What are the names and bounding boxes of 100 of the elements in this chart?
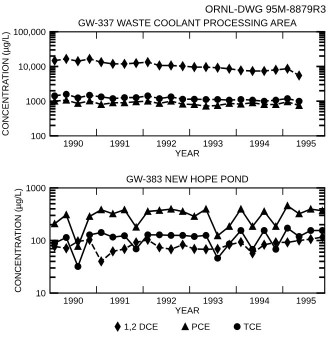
point: [121, 59, 128, 68]
x-axis-title: YEAR: [175, 150, 200, 156]
x-tick-label: 1991: [110, 297, 130, 304]
x-tick-label: 1992: [157, 297, 176, 304]
x-tick-label: 1990: [64, 140, 83, 147]
point: [156, 95, 163, 102]
legend-label: 1,2 DCE: [124, 323, 158, 331]
point: [156, 206, 163, 214]
point: [226, 96, 233, 104]
point: [284, 95, 291, 102]
point: [260, 227, 268, 234]
x-tick-label: 1994: [250, 140, 270, 147]
point: [202, 244, 210, 254]
y-tick-label: 100: [31, 132, 46, 140]
point: [202, 232, 210, 239]
y-axis-title: CONCENTRATION (µg/L): [14, 188, 23, 292]
point: [51, 92, 58, 100]
point: [86, 92, 94, 99]
point: [260, 98, 268, 105]
point: [156, 231, 163, 238]
y-tick-label: 100: [31, 237, 46, 244]
point: [284, 202, 291, 210]
legend-label: PCE: [192, 323, 210, 330]
point: [284, 64, 291, 74]
point: [179, 232, 186, 239]
point: [214, 254, 222, 262]
point: [98, 101, 105, 108]
point: [214, 96, 222, 103]
point: [74, 94, 82, 102]
y-tick-label: 10,000: [18, 63, 46, 71]
point: [202, 102, 210, 110]
point: [168, 60, 174, 70]
point: [249, 246, 256, 253]
point: [272, 246, 280, 253]
text: ORNL-DWG 95M-8879R3: [206, 5, 326, 13]
point: [98, 206, 105, 214]
point: [168, 232, 175, 239]
point: [144, 231, 152, 238]
point: [190, 96, 198, 103]
point: [62, 90, 70, 98]
point: [307, 206, 314, 213]
point: [168, 244, 174, 254]
point: [168, 206, 175, 213]
x-tick-label: 1993: [204, 140, 223, 147]
point: [214, 102, 222, 109]
point: [272, 222, 280, 230]
point: [318, 227, 325, 234]
point: [296, 233, 303, 240]
point: [62, 211, 70, 218]
point: [132, 245, 140, 252]
point: [179, 208, 186, 215]
point: [109, 234, 116, 241]
point: [74, 263, 82, 270]
point: [190, 233, 198, 240]
point: [249, 66, 256, 76]
point: [237, 206, 244, 213]
point: [98, 229, 105, 236]
point: [296, 210, 303, 218]
point: [237, 96, 244, 103]
point: [121, 206, 128, 214]
point: [284, 238, 291, 248]
x-tick-label: 1992: [157, 140, 176, 147]
point: [260, 208, 268, 215]
point: [202, 96, 210, 103]
point: [86, 231, 94, 238]
point: [272, 96, 280, 104]
y-axis-title: CONCENTRATION (µg/L): [2, 32, 10, 136]
point: [284, 224, 291, 232]
y-tick-label: 100,000: [14, 28, 46, 36]
point: [214, 232, 222, 240]
point: [307, 227, 314, 234]
point: [98, 93, 105, 100]
point: [202, 206, 210, 213]
point: [202, 62, 210, 72]
point: [121, 244, 128, 254]
y-tick-label: 1000: [26, 98, 46, 105]
point: [62, 234, 70, 241]
point: [109, 210, 116, 218]
point: [86, 212, 94, 220]
point: [296, 98, 303, 105]
x-tick-label: 1990: [64, 297, 83, 304]
x-tick-label: 1991: [110, 140, 130, 147]
chart-title: GW-383 NEW HOPE POND: [126, 176, 248, 182]
point: [237, 227, 244, 234]
x-axis-title: YEAR: [175, 307, 200, 314]
point: [132, 94, 140, 102]
x-tick-label: 1995: [296, 140, 316, 147]
y-tick-label: 1000: [26, 184, 46, 192]
point: [226, 240, 233, 248]
point: [121, 94, 128, 102]
point: [190, 212, 198, 220]
point: [168, 93, 175, 100]
point: [144, 208, 152, 215]
chart-title: GW-337 WASTE COOLANT PROCESSING AREA: [78, 19, 297, 26]
point: [121, 232, 128, 240]
point: [249, 222, 256, 230]
point: [179, 96, 186, 103]
legend-label: TCE: [244, 323, 262, 330]
point: [132, 224, 140, 231]
point: [190, 101, 198, 108]
